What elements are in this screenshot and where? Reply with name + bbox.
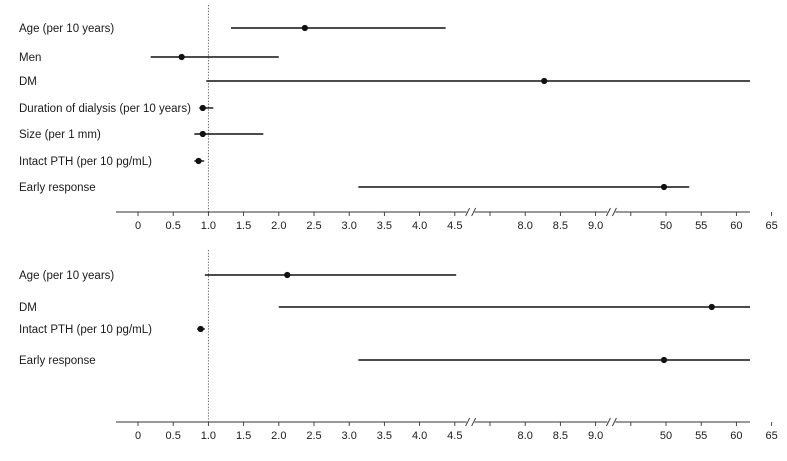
x-tick-label: 60 bbox=[730, 430, 742, 442]
x-tick-label: 8.5 bbox=[553, 430, 568, 442]
x-tick-label: 8.5 bbox=[553, 220, 568, 232]
row-label: DM bbox=[19, 76, 37, 88]
axis-break-mark bbox=[606, 207, 617, 217]
x-tick-label: 4.0 bbox=[412, 220, 427, 232]
row-label: Size (per 1 mm) bbox=[19, 129, 101, 141]
estimate-point bbox=[199, 130, 206, 138]
x-tick-label: 0 bbox=[135, 220, 141, 232]
x-tick-label: 2.5 bbox=[306, 430, 321, 442]
x-tick-label: 0 bbox=[135, 430, 141, 442]
estimate-point bbox=[197, 325, 204, 333]
x-tick-label: 1.5 bbox=[236, 220, 251, 232]
axis-break-slash bbox=[612, 207, 617, 217]
x-tick-label: 9.0 bbox=[588, 220, 603, 232]
x-tick-label: 8.0 bbox=[518, 430, 533, 442]
axis-break-slash bbox=[606, 417, 611, 427]
x-tick-label: 55 bbox=[695, 430, 707, 442]
x-tick-label: 55 bbox=[695, 220, 707, 232]
x-tick-label: 60 bbox=[730, 220, 742, 232]
estimate-point bbox=[708, 303, 715, 311]
axis-break-slash bbox=[612, 417, 617, 427]
x-tick-label: 1.5 bbox=[236, 430, 251, 442]
estimate-point bbox=[541, 77, 548, 85]
x-tick-label: 65 bbox=[765, 220, 777, 232]
row-label: Men bbox=[19, 52, 41, 64]
axis-break-slash bbox=[606, 207, 611, 217]
estimate-point bbox=[301, 24, 308, 32]
estimate-point bbox=[284, 271, 291, 279]
estimate-point bbox=[195, 157, 202, 165]
x-tick-label: 65 bbox=[765, 430, 777, 442]
x-tick-label: 4.5 bbox=[447, 220, 462, 232]
x-tick-label: 2.5 bbox=[306, 220, 321, 232]
x-tick-label: 50 bbox=[660, 220, 672, 232]
row-label: Age (per 10 years) bbox=[19, 270, 114, 282]
row-label: DM bbox=[19, 302, 37, 314]
row-label: Age (per 10 years) bbox=[19, 23, 114, 35]
axis-break-mark bbox=[465, 417, 477, 427]
x-tick-label: 4.5 bbox=[447, 430, 462, 442]
axis-break-mark bbox=[606, 417, 617, 427]
axis-break-gap bbox=[607, 418, 616, 426]
x-tick-label: 1.0 bbox=[201, 430, 216, 442]
x-tick-label: 2.0 bbox=[271, 220, 286, 232]
estimate-point bbox=[199, 104, 206, 112]
row-label: Early response bbox=[19, 355, 96, 367]
axis-break-mark bbox=[465, 207, 477, 217]
axis-break-gap bbox=[466, 418, 475, 426]
axis-break-slash bbox=[471, 207, 477, 217]
row-label: Intact PTH (per 10 pg/mL) bbox=[19, 324, 152, 336]
x-tick-label: 0.5 bbox=[166, 220, 181, 232]
x-tick-label: 3.5 bbox=[377, 430, 392, 442]
x-tick-label: 3.0 bbox=[342, 430, 357, 442]
forest-panel-1: Age (per 10 years) Men DM Duration of dialy… bbox=[19, 5, 778, 232]
axis-break-slash bbox=[465, 417, 471, 427]
axis-break-gap bbox=[607, 208, 616, 216]
axis-break-gap bbox=[466, 208, 475, 216]
estimate-point bbox=[660, 356, 668, 364]
forest-panel-2: Age (per 10 years) DM Intact PTH (per 10 p… bbox=[19, 250, 778, 442]
axis-break-slash bbox=[465, 207, 471, 217]
x-tick-label: 9.0 bbox=[588, 430, 603, 442]
x-tick-label: 3.5 bbox=[377, 220, 392, 232]
row-label: Duration of dialysis (per 10 years) bbox=[19, 103, 191, 115]
row-label: Intact PTH (per 10 pg/mL) bbox=[19, 156, 152, 168]
x-tick-label: 0.5 bbox=[166, 430, 181, 442]
x-tick-label: 8.0 bbox=[518, 220, 533, 232]
x-tick-label: 4.0 bbox=[412, 430, 427, 442]
row-label: Early response bbox=[19, 182, 96, 194]
x-tick-label: 50 bbox=[660, 430, 672, 442]
estimate-point bbox=[660, 183, 668, 191]
x-tick-label: 3.0 bbox=[342, 220, 357, 232]
x-tick-label: 1.0 bbox=[201, 220, 216, 232]
x-tick-label: 2.0 bbox=[271, 430, 286, 442]
estimate-point bbox=[178, 53, 185, 61]
axis-break-slash bbox=[471, 417, 477, 427]
